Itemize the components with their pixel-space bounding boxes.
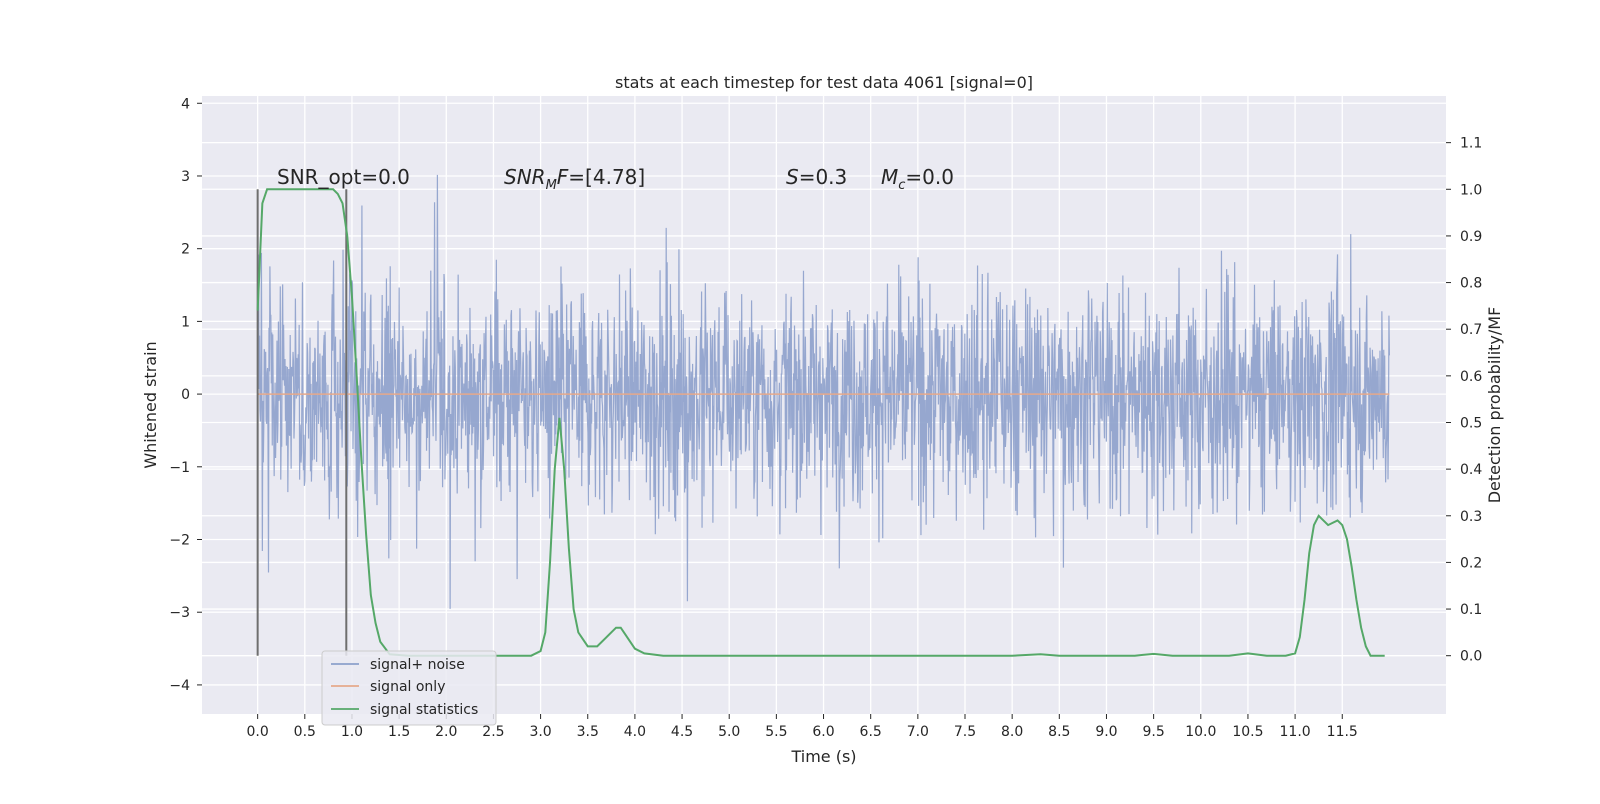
y-tick-label: 0: [181, 387, 190, 403]
x-axis-label: Time (s): [790, 747, 856, 766]
x-tick-label: 10.0: [1185, 724, 1216, 740]
annotation-mc: Mc=0.0: [881, 165, 954, 193]
legend-box: [321, 650, 497, 726]
y-tick-label: −4: [169, 678, 190, 694]
annotation-s-base: S: [786, 165, 799, 189]
legend-label-signal-only: signal only: [370, 679, 445, 695]
x-tick-label: 4.0: [624, 724, 646, 740]
x-tick-label: 1.0: [341, 724, 363, 740]
annotation-snr-opt-label: SNR_opt: [277, 165, 361, 189]
annotation-snr-mf-value: =[4.78]: [568, 165, 645, 189]
x-tick-label: 3.0: [529, 724, 551, 740]
x-tick-label: 8.5: [1048, 724, 1070, 740]
y2-axis-ticks: 1.1 1.0 0.9 0.8 0.7 0.6 0.5 0.4 0.3 0.2 0.1 0.0: [1446, 136, 1482, 665]
x-tick-label: 0.5: [294, 724, 316, 740]
legend-label-statistics: signal statistics: [370, 702, 478, 718]
x-tick-label: 0.0: [247, 724, 269, 740]
x-tick-label: 8.0: [1001, 724, 1023, 740]
annotation-s: S=0.3: [786, 165, 847, 189]
y-tick-label: −2: [169, 533, 190, 549]
annotation-mc-value: =0.0: [905, 165, 954, 189]
x-tick-label: 9.0: [1095, 724, 1117, 740]
y2-tick-label: 0.4: [1460, 462, 1482, 478]
y-tick-label: 4: [181, 96, 190, 112]
y2-axis-label: Detection probability/MF: [1485, 307, 1504, 504]
x-tick-label: 2.5: [482, 724, 504, 740]
marker-lines: [256, 189, 348, 656]
x-tick-label: 5.5: [765, 724, 787, 740]
x-tick-label: 1.5: [388, 724, 410, 740]
y2-tick-label: 0.8: [1460, 276, 1482, 292]
y-axis-ticks: 4 3 2 1 0 −1 −2 −3 −4: [169, 96, 202, 694]
y2-tick-label: 1.1: [1460, 136, 1482, 152]
annotation-snr-mf-sub: M: [546, 178, 557, 193]
y2-tick-label: 1.0: [1460, 182, 1482, 198]
statistics-line: [256, 188, 1385, 657]
y-tick-label: 2: [181, 242, 190, 258]
annotation-snr-mf: SNRMF=[4.78]: [504, 165, 645, 193]
y2-tick-label: 0.0: [1460, 649, 1482, 665]
signal-statistics-series: [256, 188, 1385, 657]
y2-tick-label: 0.1: [1460, 602, 1482, 618]
annotation-snr-mf-base: SNR: [504, 165, 546, 189]
annotation-mc-sub: c: [898, 178, 905, 193]
x-tick-label: 2.0: [435, 724, 457, 740]
y2-tick-label: 0.5: [1460, 415, 1482, 431]
y-tick-label: −3: [169, 605, 190, 621]
annotation-snr-opt: SNR_opt=0.0: [277, 165, 410, 189]
noise-series: [257, 174, 1391, 609]
annotation-mc-base: M: [881, 165, 898, 189]
y2-tick-label: 0.3: [1460, 509, 1482, 525]
x-tick-label: 7.5: [954, 724, 976, 740]
x-tick-label: 9.5: [1142, 724, 1164, 740]
x-tick-label: 7.0: [907, 724, 929, 740]
y-tick-label: 3: [181, 169, 190, 185]
annotations: SNR_opt=0.0 SNRMF=[4.78] S=0.3 Mc=0.0: [277, 165, 954, 193]
x-axis-ticks: 0.0 0.5 1.0 1.5 2.0 2.5 3.0 3.5 4.0 4.5 5.0 5.5 6.0 6…: [247, 714, 1358, 740]
annotation-snr-mf-mid: F: [557, 165, 569, 189]
y2-tick-label: 0.2: [1460, 555, 1482, 571]
y2-tick-label: 0.9: [1460, 229, 1482, 245]
y-axis-label: Whitened strain: [141, 341, 160, 468]
y2-tick-label: 0.6: [1460, 369, 1482, 385]
x-tick-label: 5.0: [718, 724, 740, 740]
y-tick-label: −1: [169, 460, 190, 476]
x-tick-label: 11.0: [1280, 724, 1311, 740]
y-tick-label: 1: [181, 314, 190, 330]
x-tick-label: 3.5: [577, 724, 599, 740]
chart-title: stats at each timestep for test data 406…: [615, 73, 1033, 92]
x-tick-label: 6.5: [860, 724, 882, 740]
x-tick-label: 11.5: [1327, 724, 1358, 740]
legend: signal+ noise signal only signal statist…: [321, 650, 497, 726]
annotation-s-value: =0.3: [799, 165, 848, 189]
x-tick-label: 4.5: [671, 724, 693, 740]
x-tick-label: 6.0: [812, 724, 834, 740]
annotation-snr-opt-value: =0.0: [361, 165, 410, 189]
x-tick-label: 10.5: [1232, 724, 1263, 740]
legend-label-noise: signal+ noise: [370, 657, 465, 673]
noise-trace: [257, 174, 1391, 609]
y2-tick-label: 0.7: [1460, 322, 1482, 338]
